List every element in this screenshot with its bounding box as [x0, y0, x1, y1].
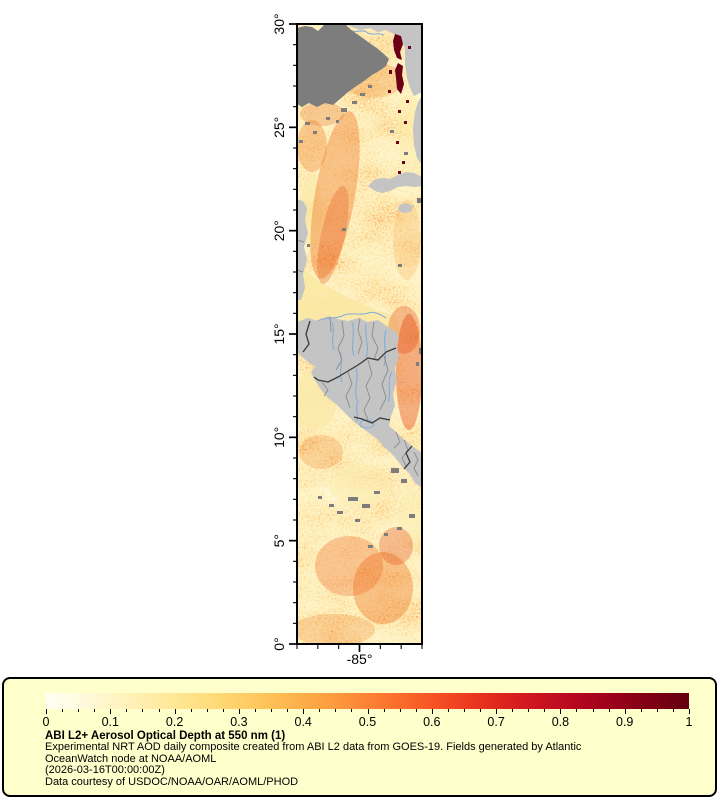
colorbar-minor-tick — [319, 709, 321, 712]
product-description-line2: OceanWatch node at NOAA/AOML — [45, 752, 217, 765]
colorbar-minor-tick — [512, 709, 514, 712]
colorbar-minor-tick — [271, 709, 273, 712]
colorbar-minor-tick — [190, 709, 192, 712]
colorbar-minor-tick — [351, 709, 353, 712]
colorbar-minor-tick — [399, 709, 401, 712]
colorbar-tick-label: 0.2 — [165, 715, 184, 729]
colorbar-minor-tick — [656, 709, 658, 712]
colorbar-major-tick — [46, 709, 47, 714]
colorbar-major-tick — [431, 709, 433, 714]
product-timestamp: (2026-03-16T00:00:00Z) — [45, 764, 165, 777]
colorbar-minor-tick — [158, 709, 160, 712]
lat-tick-label: 25° — [271, 117, 287, 138]
colorbar-minor-tick — [528, 709, 530, 712]
colorbar-tick-label: 0.8 — [551, 715, 570, 729]
colorbar-tick-label: 0.7 — [487, 715, 505, 729]
colorbar-major-tick — [496, 709, 498, 714]
colorbar-major-tick — [303, 709, 305, 714]
land-mask — [297, 24, 422, 488]
lat-tick-label: 0° — [271, 637, 287, 650]
product-description-line1: Experimental NRT AOD daily composite cre… — [45, 741, 582, 754]
colorbar-minor-tick — [126, 709, 128, 712]
no-data-mask — [297, 24, 422, 548]
colorbar-tick-label: 0.6 — [423, 715, 441, 729]
colorbar-tick-labels: 0 0.1 0.2 0.3 0.4 0.5 0.6 0.7 0.8 0.9 1 — [42, 715, 693, 729]
product-title: ABI L2+ Aerosol Optical Depth at 550 nm … — [45, 730, 286, 742]
colorbar-minor-tick — [142, 709, 144, 712]
colorbar-minor-tick — [544, 709, 546, 712]
admin-borders — [297, 239, 419, 477]
lat-tick-label: 15° — [271, 323, 287, 344]
lat-tick-label: 30° — [271, 13, 287, 34]
latitude-axis: 30° 25° 20° 15° 10° 5° 0° — [271, 13, 297, 651]
colorbar-minor-tick — [480, 709, 482, 712]
caption-panel: 0 0.1 0.2 0.3 0.4 0.5 0.6 0.7 0.8 0.9 1 ABI L2+ Ae… — [2, 677, 717, 797]
product-credit: Data courtesy of USDOC/NOAA/OAR/AOML/PHO… — [45, 775, 299, 788]
colorbar-tick-label: 1 — [685, 715, 693, 729]
aod-map: 30° 25° 20° 15° 10° 5° 0° -85° — [271, 13, 423, 667]
colorbar-major-tick — [110, 709, 112, 714]
colorbar-minor-tick — [592, 709, 594, 712]
lat-tick-label: 5° — [271, 534, 287, 547]
colorbar-major-tick — [367, 709, 369, 714]
colorbar-ticks — [46, 709, 690, 715]
colorbar-minor-tick — [206, 709, 208, 712]
colorbar-major-tick — [560, 709, 562, 714]
lat-tick-label: 20° — [271, 220, 287, 241]
colorbar-major-tick — [624, 709, 626, 714]
lon-tick-label: -85° — [347, 651, 373, 667]
colorbar-major-tick — [689, 709, 690, 714]
caption-text: ABI L2+ Aerosol Optical Depth at 550 nm … — [45, 730, 582, 788]
colorbar-tick-label: 0.9 — [615, 715, 634, 729]
colorbar-minor-tick — [640, 709, 642, 712]
country-borders — [302, 320, 413, 470]
colorbar-tick-label: 0.3 — [230, 715, 248, 729]
longitude-axis: -85° — [296, 644, 423, 667]
colorbar-minor-tick — [608, 709, 610, 712]
extreme-aod-plume — [388, 34, 411, 174]
colorbar-minor-tick — [383, 709, 385, 712]
colorbar-minor-tick — [287, 709, 289, 712]
colorbar-minor-tick — [672, 709, 674, 712]
colorbar-minor-tick — [94, 709, 96, 712]
colorbar-major-tick — [174, 709, 176, 714]
colorbar-major-tick — [238, 709, 240, 714]
lat-tick-label: 10° — [271, 427, 287, 448]
colorbar-tick-label: 0.4 — [294, 715, 312, 729]
colorbar-tick-label: 0.5 — [358, 715, 377, 729]
colorbar-minor-tick — [415, 709, 417, 712]
colorbar-minor-tick — [576, 709, 578, 712]
colorbar-minor-tick — [254, 709, 256, 712]
colorbar-tick-label: 0.1 — [101, 715, 119, 729]
rivers — [317, 26, 393, 429]
colorbar-minor-tick — [222, 709, 224, 712]
colorbar-minor-tick — [463, 709, 465, 712]
colorbar-minor-tick — [335, 709, 337, 712]
colorbar-minor-tick — [78, 709, 80, 712]
colorbar-tick-label: 0 — [42, 715, 50, 729]
colorbar-minor-tick — [62, 709, 64, 712]
colorbar-minor-tick — [447, 709, 449, 712]
colorbar — [46, 693, 689, 709]
